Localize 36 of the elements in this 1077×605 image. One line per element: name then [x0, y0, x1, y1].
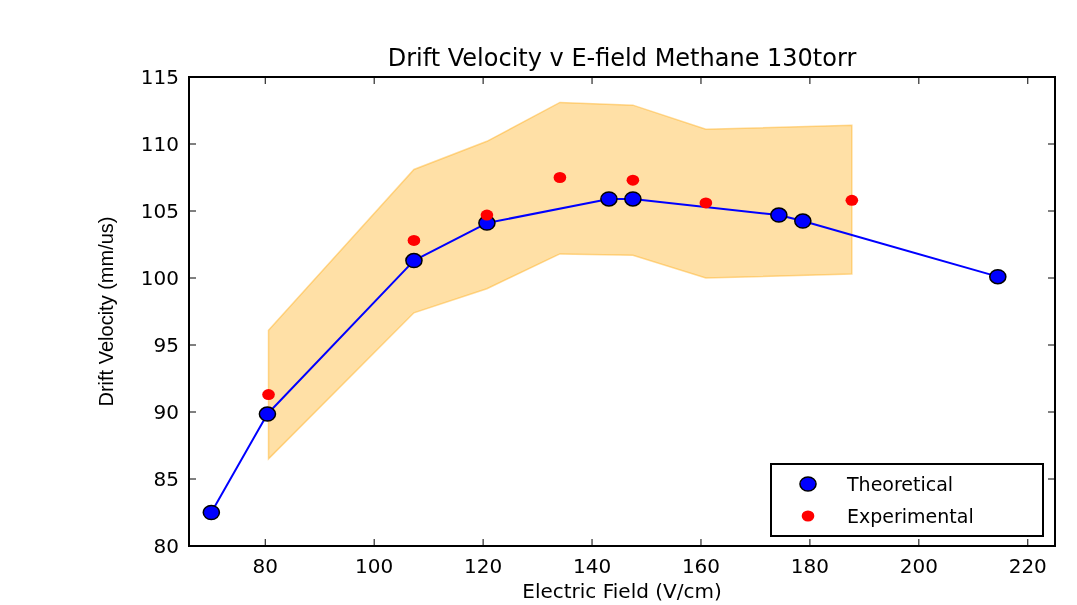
point: [699, 197, 713, 209]
point: [624, 191, 642, 207]
point: [770, 207, 788, 223]
point: [202, 504, 221, 521]
point: [794, 213, 812, 229]
point: [600, 191, 618, 207]
x-tick-label: 80: [252, 554, 278, 578]
legend-label: Theoretical: [846, 473, 954, 495]
y-axis-title: Drift Velocity (mm/us): [95, 216, 117, 407]
x-tick-label: 220: [1008, 554, 1047, 578]
y-tick-label: 110: [140, 132, 179, 156]
point: [407, 234, 421, 246]
chart-title: Drift Velocity v E-field Methane 130torr: [387, 44, 857, 72]
point: [989, 268, 1007, 285]
point: [262, 389, 275, 401]
point: [258, 406, 277, 422]
point: [480, 209, 494, 221]
y-tick-label: 95: [153, 333, 179, 357]
x-tick-label: 100: [355, 554, 394, 578]
point: [553, 172, 567, 183]
y-tick-label: 80: [153, 534, 179, 558]
y-tick-label: 105: [140, 199, 179, 223]
x-axis-title: Electric Field (V/cm): [522, 579, 722, 603]
legend-label: Experimental: [847, 505, 974, 527]
point: [405, 252, 423, 269]
x-tick-label: 140: [572, 554, 612, 578]
x-tick-label: 160: [681, 554, 721, 578]
y-tick-label: 100: [140, 266, 179, 290]
x-tick-label: 180: [790, 554, 829, 578]
x-tick-label: 200: [899, 554, 938, 578]
y-tick-label: 115: [140, 65, 179, 89]
y-tick-label: 85: [153, 467, 179, 491]
x-tick-label: 120: [464, 554, 503, 578]
y-tick-label: 90: [153, 400, 179, 424]
point: [845, 194, 859, 206]
point: [626, 174, 640, 186]
